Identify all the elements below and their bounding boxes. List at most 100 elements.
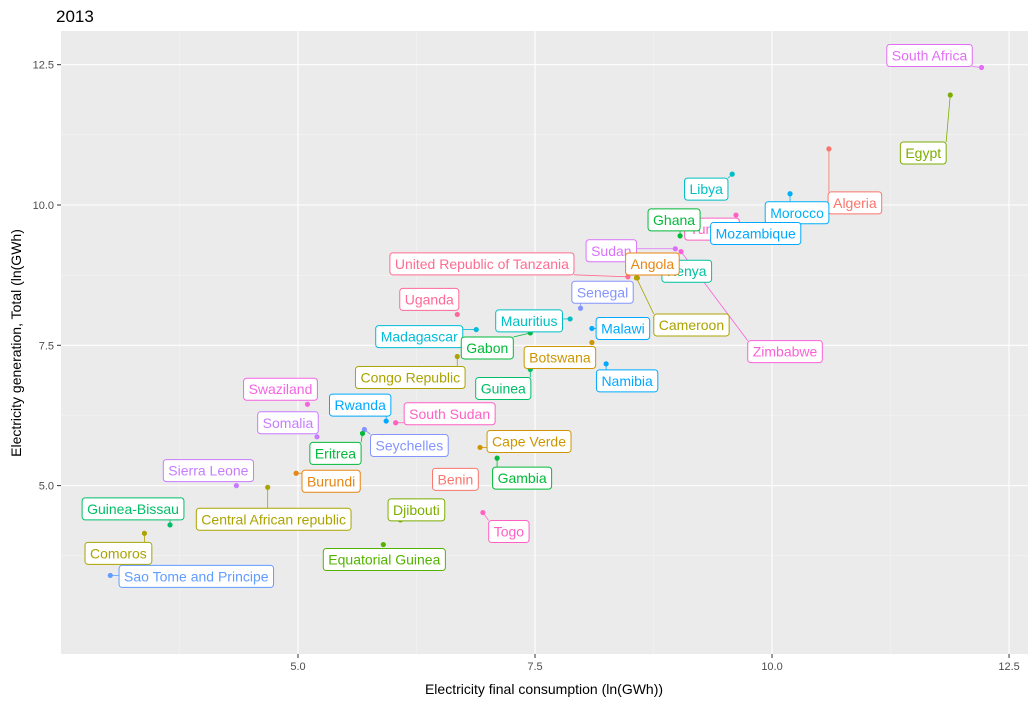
data-point: [603, 361, 609, 367]
point-label: Burundi: [301, 469, 361, 493]
point-label: Egypt: [899, 141, 947, 165]
point-label-text: Senegal: [577, 284, 628, 300]
point-label-text: Mozambique: [716, 225, 796, 241]
point-label: Congo Republic: [354, 366, 466, 390]
point-label-box: [81, 497, 185, 521]
x-tick-label: 7.5: [527, 661, 542, 673]
point-label-text: Sao Tome and Principe: [124, 568, 269, 584]
point-label-box: [309, 441, 362, 465]
point-label: Madagascar: [375, 325, 464, 349]
point-label: South Sudan: [403, 402, 496, 426]
point-label-box: [683, 177, 729, 201]
data-point: [454, 353, 460, 360]
point-label-text: Madagascar: [381, 329, 458, 345]
point-label-text: Guinea-Bissau: [87, 501, 179, 517]
point-label-box: [886, 43, 973, 67]
y-axis-ticks: 5.0 7.5 10.0 12.5: [33, 60, 61, 493]
point-label-text: Benin: [437, 471, 473, 487]
point-labels: South AfricaEgyptAlgeriaLibyaMoroccoTuni…: [81, 43, 973, 588]
point-label-box: [595, 316, 651, 340]
point-label-box: [195, 507, 352, 531]
data-point: [480, 509, 486, 516]
point-label: Sudan: [585, 239, 638, 263]
point-label-box: [84, 541, 153, 565]
data-point: [359, 430, 366, 437]
point-label-box: [595, 369, 659, 393]
point-label: Togo: [488, 520, 530, 544]
point-label-box: [747, 340, 823, 364]
point-label-text: Rwanda: [334, 397, 386, 413]
point-label: Cameroon: [653, 313, 730, 337]
x-axis-title: Electricity final consumption (ln(GWh)): [425, 681, 663, 697]
point-label: United Republic of Tanzania: [389, 252, 575, 276]
point-label-text: Sudan: [591, 243, 631, 259]
point-label-text: Angola: [631, 256, 675, 272]
point-label: Ghana: [647, 208, 701, 232]
data-point: [167, 522, 173, 528]
point-label-text: Somalia: [263, 415, 314, 431]
point-label-box: [328, 393, 392, 417]
point-label: Zimbabwe: [747, 340, 823, 364]
point-label-box: [460, 336, 514, 360]
point-label-box: [710, 221, 802, 245]
point-label-text: Uganda: [405, 291, 454, 307]
point-label-text: Guinea: [481, 380, 526, 396]
chart-title: 2013: [56, 7, 94, 26]
point-label-text: Algeria: [833, 195, 877, 211]
point-label-box: [354, 366, 466, 390]
point-label-text: Cape Verde: [492, 433, 566, 449]
point-label-box: [625, 252, 680, 276]
point-label: Botswana: [523, 346, 597, 369]
point-label: Angola: [625, 252, 680, 276]
point-label: Sierra Leone: [162, 459, 254, 483]
point-label-text: Central African republic: [201, 511, 346, 527]
point-label-text: South Sudan: [409, 406, 490, 422]
point-label: Comoros: [84, 541, 153, 565]
data-point: [233, 483, 239, 489]
point-label-box: [486, 429, 572, 453]
point-label-text: Gambia: [498, 470, 547, 486]
point-label-box: [118, 564, 275, 588]
data-point: [947, 92, 953, 98]
point-label-text: Djibouti: [393, 502, 440, 518]
data-point: [494, 455, 500, 461]
point-label-box: [495, 309, 563, 333]
point-label-box: [492, 466, 553, 490]
data-point: [677, 233, 683, 239]
point-label: Guinea: [475, 376, 532, 400]
data-point: [107, 572, 113, 579]
point-label-text: United Republic of Tanzania: [395, 256, 569, 272]
data-point: [978, 64, 985, 71]
data-point: [787, 191, 793, 197]
point-label-box: [389, 252, 575, 276]
point-label: Senegal: [571, 280, 634, 304]
point-label-box: [375, 325, 464, 349]
data-point: [293, 470, 299, 476]
x-tick-label: 10.0: [761, 661, 782, 673]
data-point: [314, 434, 320, 440]
point-label-box: [162, 459, 254, 483]
point-label-text: Libya: [689, 181, 723, 197]
point-label: Uganda: [399, 287, 460, 311]
y-axis-title: Electricity generation, Total (ln(GWh): [8, 229, 24, 457]
point-label: Mozambique: [710, 221, 802, 245]
point-label: Rwanda: [328, 393, 392, 417]
data-point: [477, 444, 483, 451]
point-label: Djibouti: [387, 498, 446, 522]
label-connector: [513, 332, 531, 338]
label-connector: [573, 274, 628, 278]
point-label: Mauritius: [495, 309, 563, 333]
data-point: [380, 541, 386, 548]
x-axis-ticks: 5.0 7.5 10.0 12.5: [290, 654, 1020, 673]
point-label: Central African republic: [195, 507, 352, 531]
point-label: Benin: [431, 467, 479, 491]
point-label: Algeria: [827, 191, 883, 215]
point-label-box: [301, 469, 361, 493]
point-label: Gabon: [460, 336, 514, 360]
point-label-text: Morocco: [770, 205, 824, 221]
data-point: [729, 171, 735, 177]
point-label-box: [399, 287, 460, 311]
point-label-text: Swaziland: [249, 381, 313, 397]
point-label-text: Eritrea: [315, 445, 356, 461]
